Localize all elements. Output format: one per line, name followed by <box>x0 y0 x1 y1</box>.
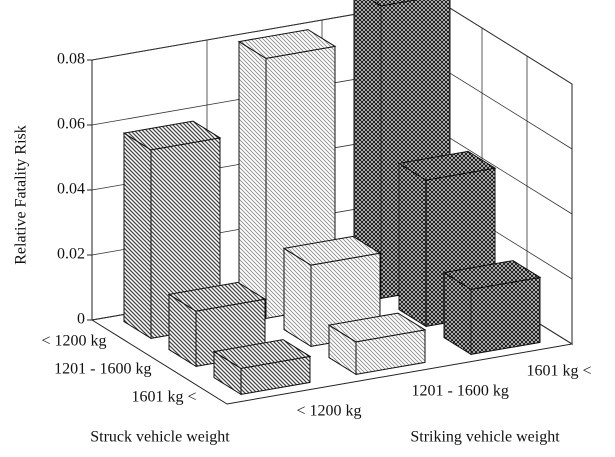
z-tick-label: 0.08 <box>57 51 85 68</box>
z-tick-label: 0.02 <box>57 246 85 263</box>
bar-top <box>212 339 312 369</box>
bar-top <box>122 120 222 151</box>
bar-top <box>327 312 427 343</box>
striking-tick-label: < 1200 kg <box>297 403 362 420</box>
struck-tick-label: < 1200 kg <box>41 333 106 350</box>
bar-front <box>470 276 541 355</box>
z-axis-label: Relative Fatality Risk <box>13 125 30 265</box>
bar-top <box>370 0 418 7</box>
bar-top <box>442 260 542 290</box>
striking-tick-label: 1201 - 1600 kg <box>412 383 509 400</box>
struck-axis-label: Struck vehicle weight <box>90 429 230 446</box>
striking-tick-label: 1601 kg < <box>527 363 592 380</box>
bar-side <box>123 132 152 340</box>
bar-side <box>238 40 267 320</box>
bar-side <box>398 162 427 328</box>
striking-axis-label: Striking vehicle weight <box>410 429 560 446</box>
z-tick-label: 0.04 <box>57 181 85 198</box>
bar-top <box>237 29 337 59</box>
bar-top <box>167 281 267 312</box>
bar-top <box>282 235 382 266</box>
z-tick-label: 0 <box>77 311 85 328</box>
struck-tick-label: 1201 - 1600 kg <box>54 361 151 378</box>
bar <box>442 260 542 356</box>
bar-top <box>397 150 497 181</box>
z-tick-label: 0.06 <box>57 116 85 133</box>
struck-tick-label: 1601 kg < <box>131 389 196 406</box>
bar <box>212 339 312 396</box>
bar <box>237 29 337 320</box>
bar <box>327 312 427 376</box>
